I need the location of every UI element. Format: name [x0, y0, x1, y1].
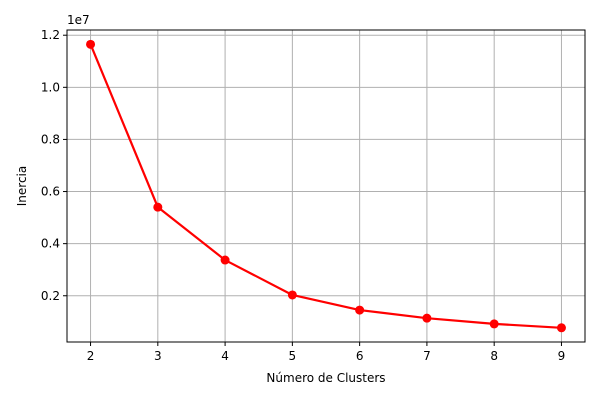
- data-point-marker: [422, 313, 432, 323]
- data-point-marker: [287, 290, 297, 300]
- x-tick-label: 4: [221, 349, 229, 363]
- data-point-marker: [489, 319, 499, 329]
- x-tick-label: 5: [289, 349, 297, 363]
- y-tick-label: 0.6: [41, 185, 60, 199]
- series-layer: [86, 39, 566, 333]
- y-axis-label: Inercia: [15, 166, 29, 206]
- x-tick-label: 6: [356, 349, 364, 363]
- y-axis-ticks: 0.2 0.4 0.6 0.8 1.0 1.2: [41, 28, 67, 303]
- x-tick-label: 7: [423, 349, 431, 363]
- y-tick-label: 0.2: [41, 289, 60, 303]
- data-point-marker: [86, 39, 96, 49]
- grid-lines: [67, 30, 585, 342]
- y-tick-label: 1.0: [41, 80, 60, 94]
- series-line: [89, 43, 562, 329]
- y-axis-offset-label: 1e7: [67, 13, 90, 27]
- data-point-marker: [153, 202, 163, 212]
- y-tick-label: 1.2: [41, 28, 60, 42]
- plot-frame: [66, 29, 586, 343]
- x-tick-label: 2: [87, 349, 95, 363]
- y-tick-label: 0.8: [41, 132, 60, 146]
- x-axis-label: Número de Clusters: [266, 371, 385, 385]
- y-tick-label: 0.4: [41, 237, 60, 251]
- x-tick-label: 8: [490, 349, 498, 363]
- x-axis-ticks: 2 3 4 5 6 7 8 9: [87, 342, 566, 363]
- data-point-marker: [556, 323, 566, 333]
- data-point-marker: [220, 255, 230, 265]
- data-point-marker: [355, 305, 365, 315]
- x-tick-label: 9: [558, 349, 566, 363]
- x-tick-label: 3: [154, 349, 162, 363]
